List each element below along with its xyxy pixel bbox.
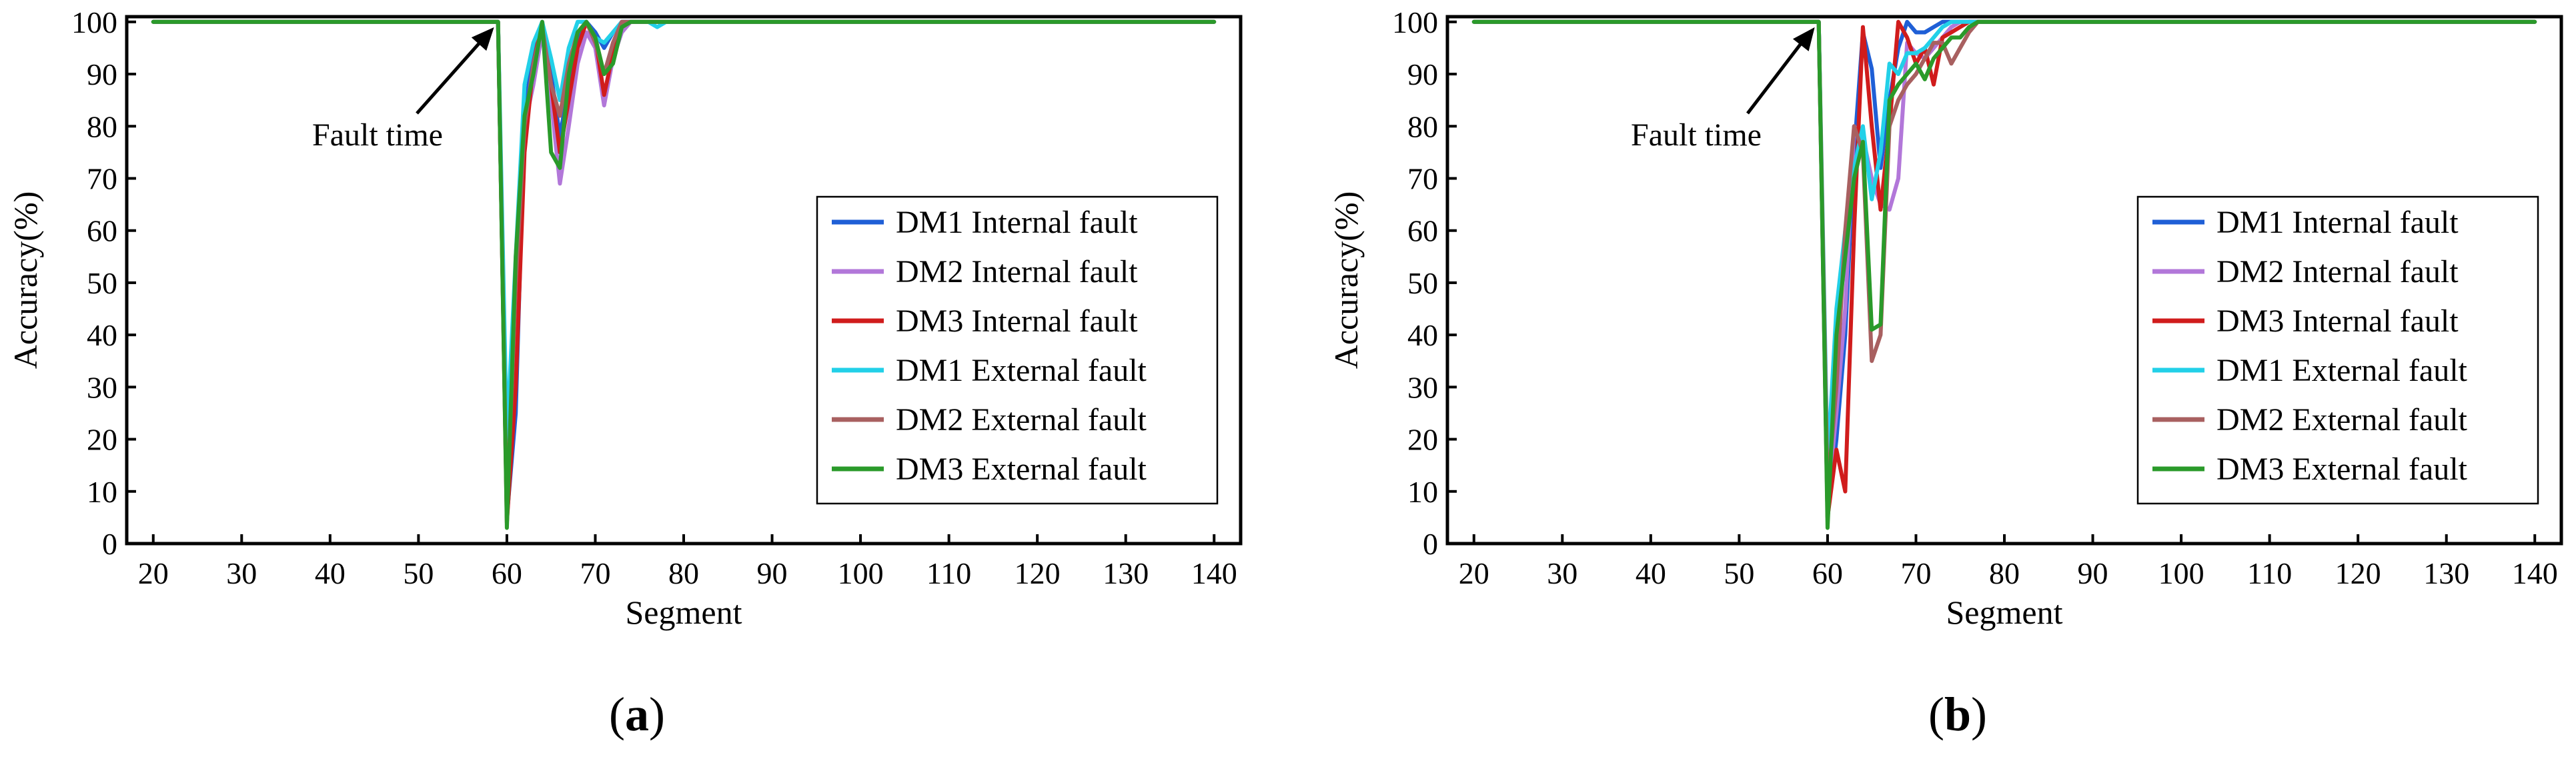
legend-label-6: DM3 External fault [896, 452, 1147, 487]
legend-label-2: DM2 Internal fault [896, 254, 1138, 289]
x-tick-label: 140 [2512, 556, 2558, 590]
x-tick-label: 120 [2335, 556, 2381, 590]
x-axis-label: Segment [1946, 594, 2063, 631]
y-tick-label: 30 [87, 370, 117, 404]
x-tick-label: 20 [1459, 556, 1489, 590]
x-tick-label: 80 [1989, 556, 2020, 590]
y-tick-label: 50 [1407, 266, 1438, 300]
panel-label: (b) [1928, 688, 1987, 741]
legend-label-1: DM1 Internal fault [896, 205, 1138, 240]
legend-label-5: DM2 External fault [896, 402, 1147, 438]
x-tick-label: 70 [580, 556, 610, 590]
series-line-3 [1471, 19, 2537, 520]
series-line-6 [151, 19, 1217, 530]
x-tick-label: 90 [2078, 556, 2108, 590]
y-tick-label: 10 [1407, 475, 1438, 509]
y-tick-label: 10 [87, 475, 117, 509]
y-tick-label: 0 [1423, 527, 1438, 561]
y-tick-label: 60 [87, 214, 117, 248]
y-tick-label: 20 [87, 423, 117, 457]
legend-box [2136, 195, 2539, 505]
x-tick-label: 20 [138, 556, 169, 590]
series-group [1471, 19, 2537, 530]
y-tick-label: 70 [1407, 161, 1438, 195]
chart-panel-a: 20 30 40 50 60 70 80 90 100 110 120 130 140 0 10 20 30 40… [7, 5, 1243, 741]
y-tick-label: 100 [1392, 5, 1438, 39]
x-tick-label: 70 [1900, 556, 1931, 590]
legend-label-4: DM1 External fault [896, 353, 1147, 388]
y-tick-label: 30 [1407, 370, 1438, 404]
x-tick-label: 120 [1015, 556, 1061, 590]
y-tick-label: 40 [87, 318, 117, 352]
y-tick-label: 80 [1407, 109, 1438, 143]
y-tick-label: 90 [87, 57, 117, 91]
x-tick-label: 110 [926, 556, 971, 590]
x-tick-label: 40 [315, 556, 346, 590]
y-tick-label: 100 [71, 5, 117, 39]
legend-label-2: DM2 Internal fault [2216, 254, 2459, 289]
y-tick-label: 90 [1407, 57, 1438, 91]
panel-label: (a) [609, 688, 665, 741]
series-group [151, 19, 1217, 530]
y-tick-label: 80 [87, 109, 117, 143]
x-tick-label: 130 [2423, 556, 2469, 590]
legend-label-1: DM1 Internal fault [2216, 205, 2459, 240]
x-tick-label: 100 [838, 556, 884, 590]
x-axis-label: Segment [626, 594, 742, 631]
legend-label-5: DM2 External fault [2216, 402, 2468, 438]
x-tick-label: 100 [2158, 556, 2204, 590]
y-axis-label: Accuracy(%) [1327, 191, 1365, 369]
x-tick-label: 60 [1812, 556, 1843, 590]
fault-time-arrow [416, 31, 490, 115]
legend-label-4: DM1 External fault [2216, 353, 2468, 388]
legend: DM1 Internal fault DM2 Internal fault DM3 … [2136, 195, 2539, 505]
y-tick-label: 40 [1407, 318, 1438, 352]
x-tick-label: 50 [403, 556, 434, 590]
x-tick-label: 40 [1636, 556, 1666, 590]
legend: DM1 Internal fault DM2 Internal fault DM3 … [816, 195, 1219, 505]
chart-panel-b: 20 30 40 50 60 70 80 90 100 110 120 130 140 0 10 20 30 40… [1327, 5, 2563, 741]
legend-label-3: DM3 Internal fault [2216, 303, 2459, 339]
x-tick-label: 30 [226, 556, 257, 590]
y-axis-label: Accuracy(%) [7, 191, 44, 369]
fault-time-annotation: Fault time [312, 117, 443, 153]
y-tick-label: 20 [1407, 423, 1438, 457]
x-tick-label: 50 [1724, 556, 1754, 590]
y-tick-label: 70 [87, 161, 117, 195]
legend-label-3: DM3 Internal fault [896, 303, 1138, 339]
fault-time-arrowhead [1792, 27, 1815, 51]
legend-label-6: DM3 External fault [2216, 452, 2468, 487]
y-tick-label: 60 [1407, 214, 1438, 248]
x-tick-label: 30 [1547, 556, 1577, 590]
fault-time-annotation: Fault time [1631, 117, 1762, 153]
x-tick-label: 90 [757, 556, 788, 590]
x-tick-label: 80 [668, 556, 699, 590]
y-tick-label: 0 [102, 527, 117, 561]
x-tick-label: 140 [1191, 556, 1237, 590]
series-line-5 [1471, 19, 2537, 494]
series-line-6 [1471, 19, 2537, 530]
x-tick-label: 110 [2247, 556, 2292, 590]
fault-time-arrow [1746, 31, 1811, 115]
y-tick-label: 50 [87, 266, 117, 300]
x-tick-label: 60 [492, 556, 522, 590]
fault-time-arrowhead [471, 27, 494, 51]
legend-box [816, 195, 1219, 505]
x-tick-label: 130 [1103, 556, 1149, 590]
